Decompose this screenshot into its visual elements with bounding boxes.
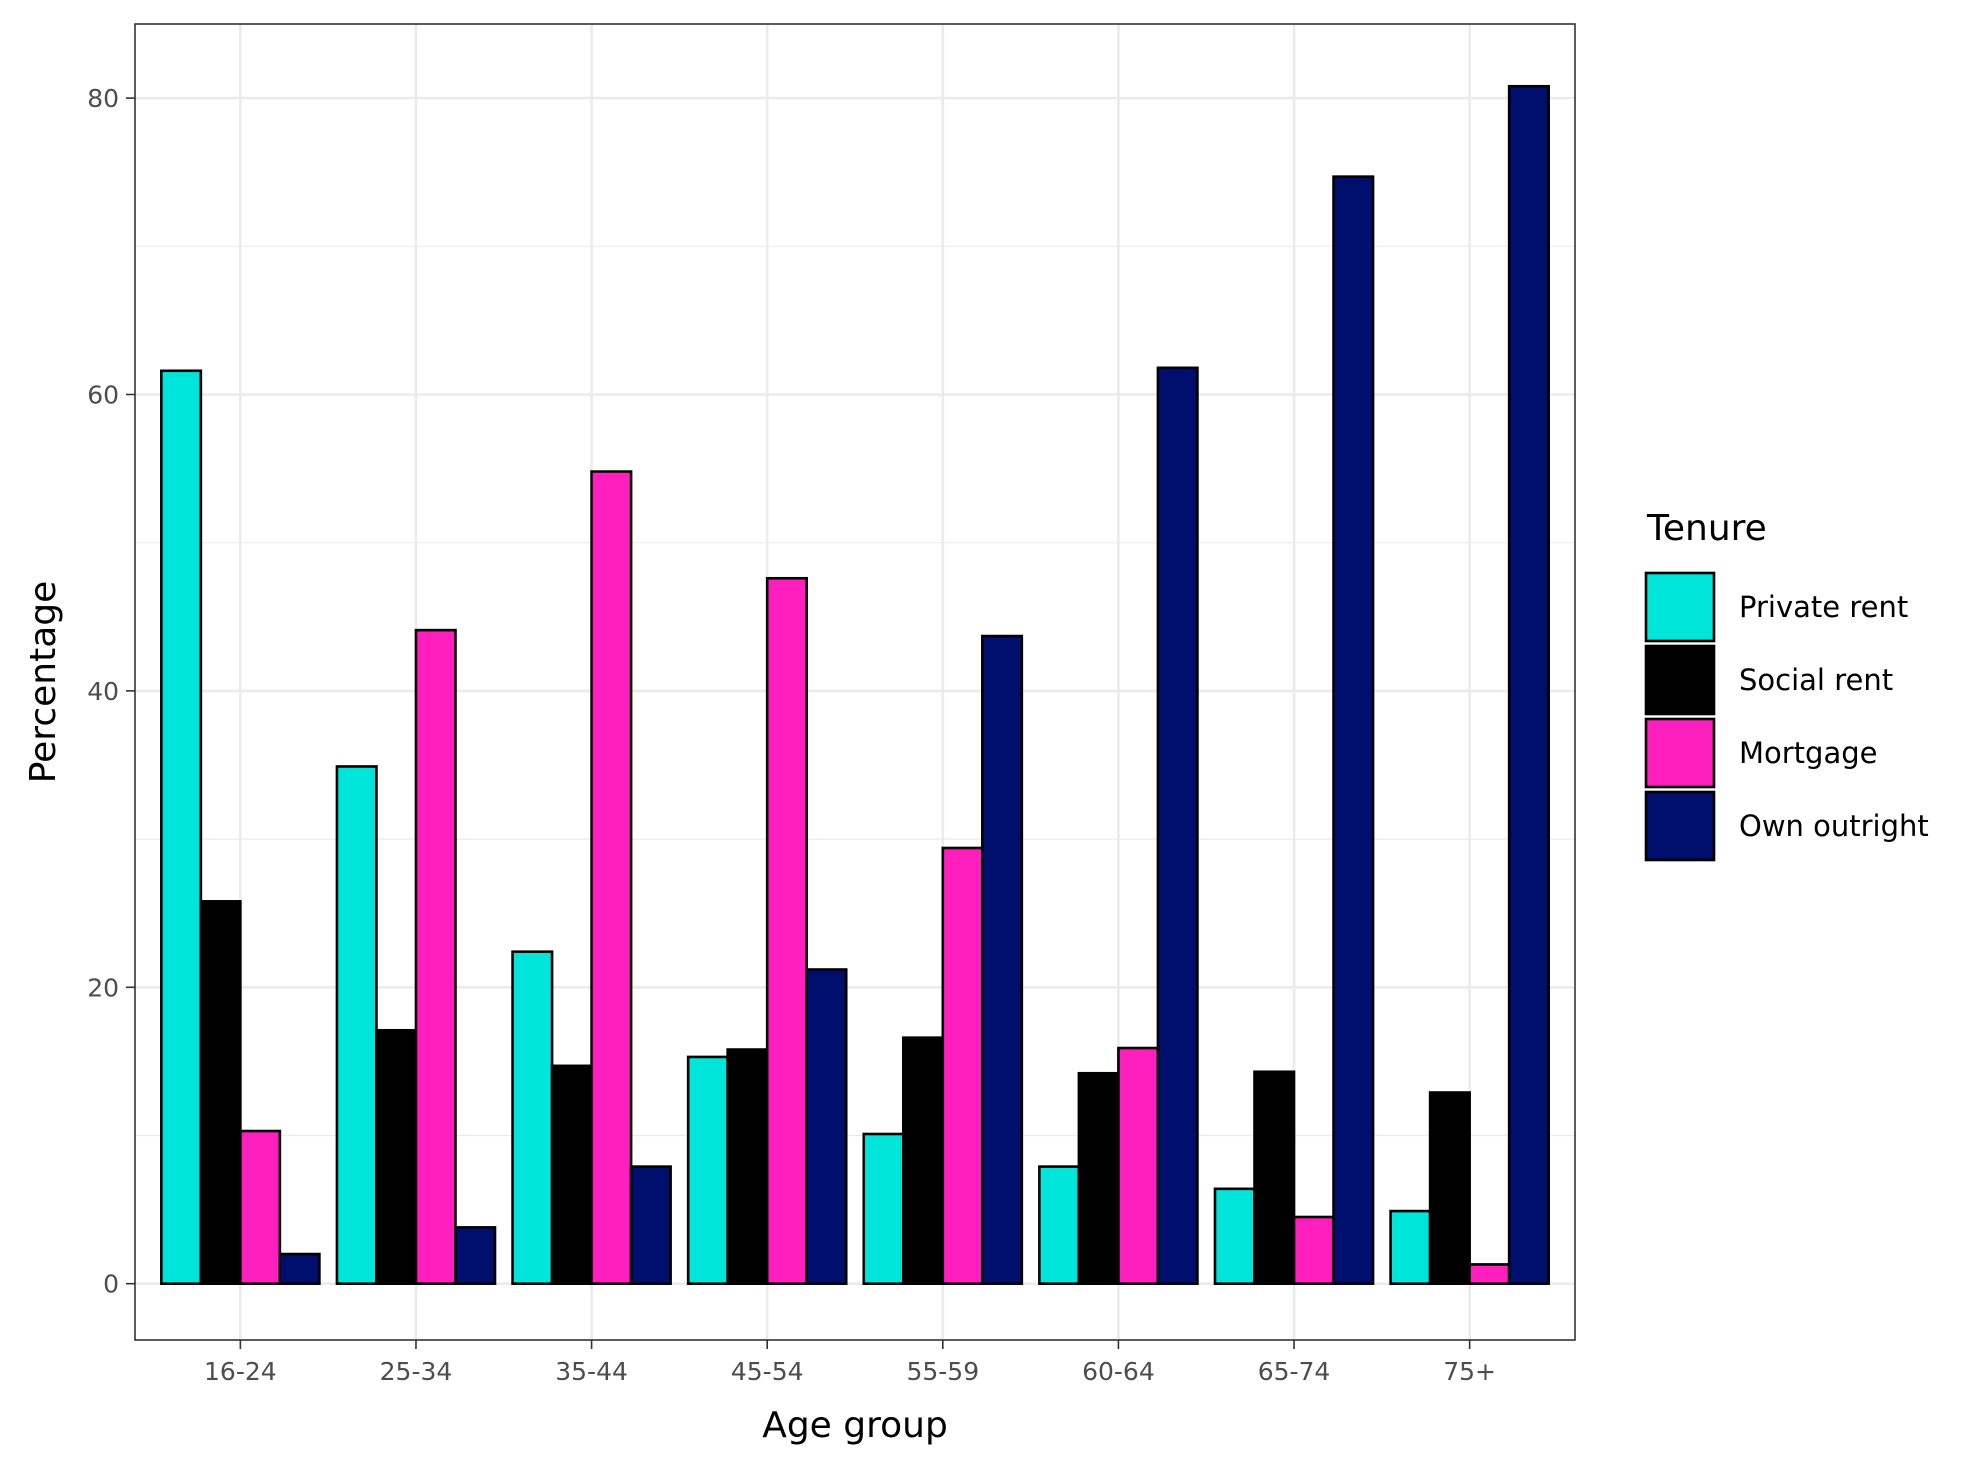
bar-social-rent-75plus — [1428, 1091, 1471, 1285]
x-tick-label: 25-34 — [380, 1357, 453, 1386]
x-axis: 16-24 25-34 35-44 45-54 55-59 60-64 65-74 75+ — [204, 1340, 1496, 1386]
bar-mortgage-35-44 — [590, 470, 633, 1285]
bar-own-outright-45-54 — [805, 968, 848, 1285]
y-tick-label: 40 — [87, 677, 119, 706]
bar-social-rent-55-59 — [901, 1036, 945, 1285]
bar-private-rent-16-24 — [160, 369, 203, 1285]
bar-private-rent-45-54 — [686, 1055, 729, 1285]
bars — [160, 84, 1550, 1285]
bar-mortgage-75plus — [1468, 1263, 1511, 1285]
bar-own-outright-65-74 — [1332, 175, 1375, 1285]
bar-private-rent-65-74 — [1213, 1187, 1256, 1285]
bar-own-outright-35-44 — [629, 1165, 672, 1285]
bar-social-rent-60-64 — [1077, 1071, 1120, 1285]
plot-border — [134, 23, 1576, 1341]
x-tick-label: 35-44 — [555, 1357, 628, 1386]
legend-key-mortgage — [1644, 717, 1716, 789]
legend-label-social-rent: Social rent — [1739, 663, 1893, 697]
bar-mortgage-55-59 — [941, 846, 984, 1285]
legend-key-own-outright — [1644, 790, 1716, 862]
x-tick-label: 75+ — [1443, 1357, 1496, 1386]
y-tick-label: 0 — [103, 1270, 119, 1299]
y-tick-label: 20 — [87, 973, 119, 1002]
bar-mortgage-65-74 — [1292, 1215, 1335, 1285]
x-tick-label: 45-54 — [731, 1357, 804, 1386]
bar-own-outright-60-64 — [1156, 366, 1199, 1285]
bar-social-rent-25-34 — [375, 1028, 418, 1285]
bar-private-rent-55-59 — [862, 1132, 905, 1285]
bar-own-outright-55-59 — [981, 634, 1024, 1285]
bar-own-outright-25-34 — [454, 1226, 497, 1285]
legend-label-mortgage: Mortgage — [1739, 736, 1878, 770]
bar-own-outright-16-24 — [278, 1252, 321, 1285]
legend: Tenure Private rent Social rent Mortgage Ow… — [1644, 508, 1929, 862]
bar-own-outright-75plus — [1507, 84, 1550, 1285]
x-axis-title: Age group — [762, 1405, 948, 1446]
legend-key-private-rent — [1644, 571, 1716, 643]
bar-mortgage-60-64 — [1117, 1046, 1160, 1285]
y-axis: 0 20 40 60 80 — [87, 84, 135, 1299]
y-tick-label: 80 — [87, 84, 119, 113]
bar-social-rent-65-74 — [1253, 1070, 1296, 1285]
y-tick-label: 60 — [87, 380, 119, 409]
x-tick-label: 55-59 — [906, 1357, 979, 1386]
bar-private-rent-75plus — [1389, 1209, 1432, 1285]
bar-social-rent-16-24 — [199, 900, 242, 1285]
legend-label-own-outright: Own outright — [1739, 809, 1929, 843]
bar-social-rent-35-44 — [550, 1064, 593, 1285]
legend-label-private-rent: Private rent — [1739, 590, 1908, 624]
x-tick-label: 65-74 — [1258, 1357, 1331, 1386]
bar-private-rent-35-44 — [511, 950, 554, 1285]
legend-title: Tenure — [1646, 508, 1767, 549]
bar-mortgage-16-24 — [239, 1129, 282, 1285]
x-tick-label: 16-24 — [204, 1357, 277, 1386]
bar-mortgage-25-34 — [414, 628, 457, 1285]
bar-private-rent-25-34 — [335, 765, 378, 1285]
x-tick-label: 60-64 — [1082, 1357, 1155, 1386]
bar-social-rent-45-54 — [726, 1048, 769, 1285]
y-axis-title: Percentage — [23, 581, 64, 784]
bar-private-rent-60-64 — [1038, 1165, 1081, 1285]
bar-mortgage-45-54 — [765, 576, 809, 1285]
legend-key-social-rent — [1644, 644, 1716, 716]
